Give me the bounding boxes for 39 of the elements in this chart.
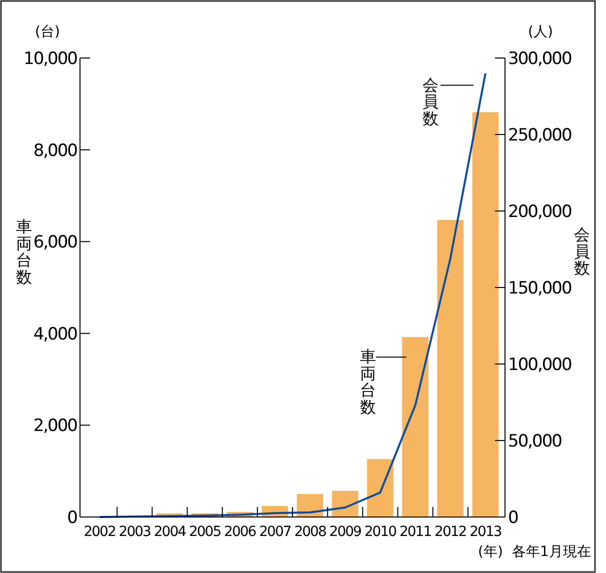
x-tick-label: 2003 (118, 524, 151, 540)
y2-tick-label: 0 (508, 508, 518, 528)
x-tick-label: 2013 (470, 524, 502, 540)
x-tick-label: 2002 (84, 524, 116, 540)
y2-tick-label: 150,000 (508, 278, 572, 298)
x-tick-label: 2006 (224, 524, 257, 540)
y-tick-label: 10,000 (24, 48, 78, 69)
y2-tick-label: 100,000 (508, 354, 572, 375)
bar (332, 490, 358, 517)
y-tick-label: 4,000 (33, 324, 78, 344)
y2-tick-label: 200,000 (508, 202, 572, 222)
text: (人) (528, 24, 553, 40)
x-tick-label: 2011 (399, 524, 432, 540)
y-tick-label: 6,000 (33, 232, 78, 253)
series-label: 車両台数 (360, 347, 376, 416)
x-tick-label: 2008 (294, 524, 326, 540)
x-tick-label: 2004 (154, 524, 187, 540)
text: (年) (478, 544, 503, 560)
y-tick-label: 8,000 (33, 140, 78, 161)
bar (367, 459, 394, 517)
y-tick-label: 0 (67, 508, 78, 528)
bar (437, 220, 464, 517)
x-tick-label: 2012 (434, 524, 466, 540)
y2-tick-label: 300,000 (508, 48, 572, 69)
y-tick-label: 2,000 (33, 416, 78, 436)
text: 各年1月現在 (512, 544, 591, 560)
x-tick-label: 2009 (329, 524, 362, 540)
line-series (98, 72, 486, 518)
y2-tick-label: 50,000 (508, 431, 562, 452)
text: (台) (35, 24, 60, 40)
x-tick-label: 2005 (188, 524, 221, 540)
bar (402, 337, 428, 517)
y2-axis-title: 会員数 (574, 225, 590, 278)
text: 会員数 (422, 75, 438, 128)
x-tick-label: 2010 (364, 524, 396, 540)
y-axis-title: 車両台数 (16, 217, 32, 286)
x-tick-label: 2007 (259, 524, 291, 540)
bar (472, 112, 499, 517)
y2-tick-label: 250,000 (508, 125, 572, 146)
